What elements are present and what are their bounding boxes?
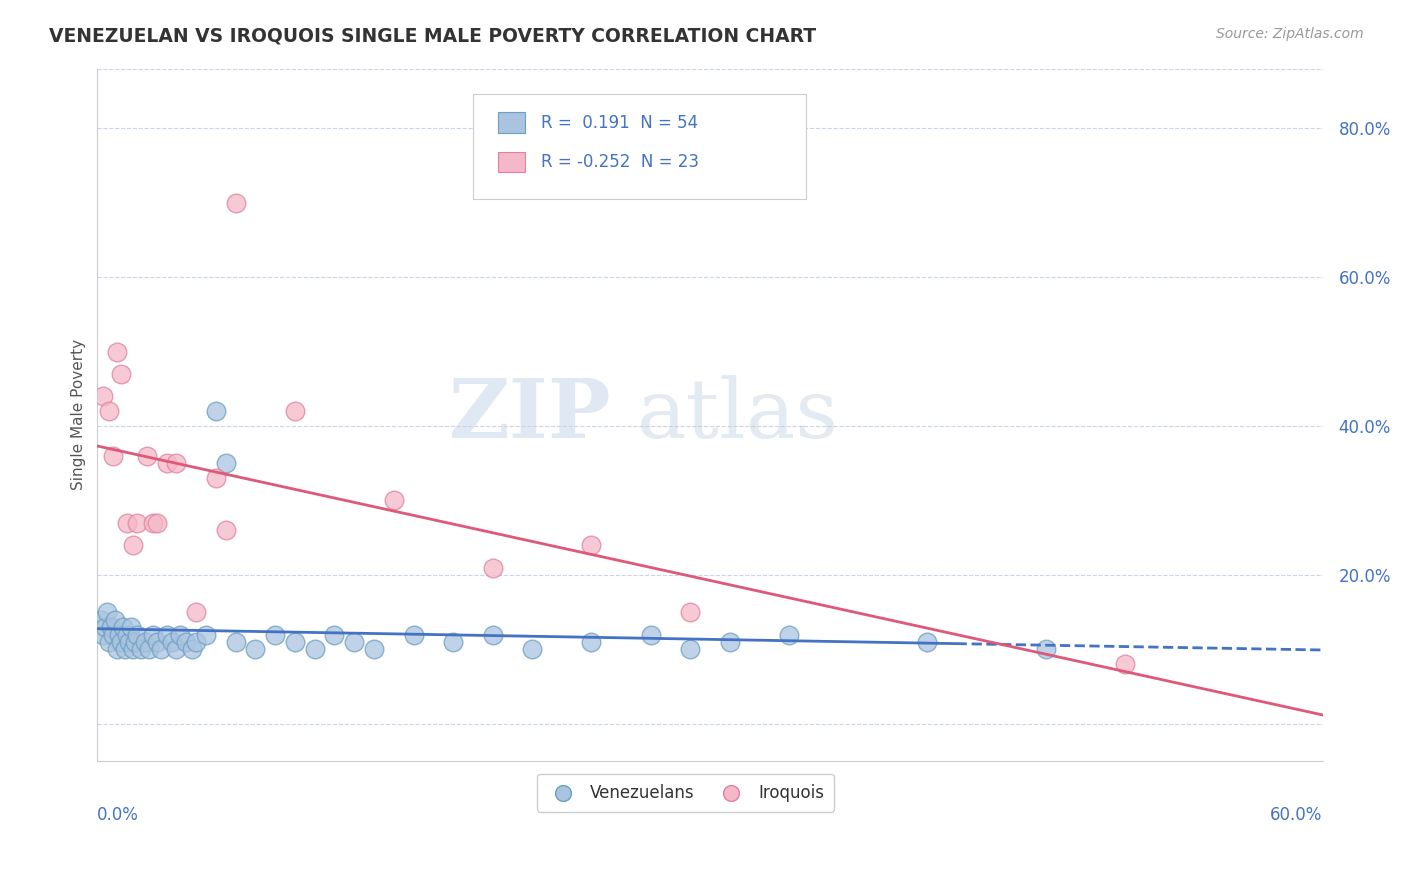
Point bbox=[134, 635, 156, 649]
Point bbox=[101, 449, 124, 463]
Text: 60.0%: 60.0% bbox=[1270, 805, 1323, 824]
Point bbox=[225, 195, 247, 210]
Point bbox=[125, 627, 148, 641]
Point bbox=[98, 635, 121, 649]
Point bbox=[145, 635, 167, 649]
Point bbox=[138, 642, 160, 657]
Point bbox=[162, 635, 184, 649]
Point bbox=[581, 538, 603, 552]
Point bbox=[118, 635, 141, 649]
Point bbox=[124, 635, 146, 649]
Point bbox=[382, 493, 405, 508]
Point bbox=[640, 627, 662, 641]
Point bbox=[679, 605, 702, 619]
Point bbox=[186, 605, 208, 619]
Point bbox=[165, 456, 187, 470]
Text: VENEZUELAN VS IROQUOIS SINGLE MALE POVERTY CORRELATION CHART: VENEZUELAN VS IROQUOIS SINGLE MALE POVER… bbox=[49, 27, 817, 45]
Point bbox=[155, 627, 177, 641]
Point bbox=[205, 404, 228, 418]
Point bbox=[778, 627, 800, 641]
Point bbox=[94, 620, 117, 634]
Point bbox=[245, 642, 267, 657]
Point bbox=[343, 635, 366, 649]
Point bbox=[104, 613, 127, 627]
Point bbox=[120, 620, 142, 634]
Point bbox=[205, 471, 228, 485]
Text: ZIP: ZIP bbox=[450, 375, 612, 455]
Point bbox=[101, 627, 124, 641]
Point bbox=[98, 404, 121, 418]
Point bbox=[284, 635, 307, 649]
Point bbox=[481, 627, 503, 641]
Text: R = -0.252  N = 23: R = -0.252 N = 23 bbox=[541, 153, 699, 171]
Point bbox=[125, 516, 148, 530]
Point bbox=[91, 627, 114, 641]
Point bbox=[181, 642, 204, 657]
Point bbox=[96, 605, 118, 619]
Point bbox=[174, 635, 197, 649]
Point bbox=[1114, 657, 1136, 672]
Point bbox=[441, 635, 464, 649]
Point bbox=[110, 367, 132, 381]
Text: Source: ZipAtlas.com: Source: ZipAtlas.com bbox=[1216, 27, 1364, 41]
Point bbox=[122, 642, 145, 657]
Point bbox=[481, 560, 503, 574]
Point bbox=[165, 642, 187, 657]
Point bbox=[112, 620, 135, 634]
Point bbox=[100, 620, 122, 634]
Point bbox=[195, 627, 218, 641]
FancyBboxPatch shape bbox=[474, 95, 806, 199]
Point bbox=[108, 627, 131, 641]
Legend: Venezuelans, Iroquois: Venezuelans, Iroquois bbox=[537, 773, 834, 812]
Point bbox=[105, 642, 128, 657]
Point bbox=[215, 523, 238, 537]
Point bbox=[115, 516, 138, 530]
Y-axis label: Single Male Poverty: Single Male Poverty bbox=[72, 339, 86, 491]
Point bbox=[122, 538, 145, 552]
Point bbox=[169, 627, 191, 641]
Point bbox=[1035, 642, 1057, 657]
Point bbox=[304, 642, 326, 657]
Point bbox=[155, 456, 177, 470]
Text: R =  0.191  N = 54: R = 0.191 N = 54 bbox=[541, 113, 697, 131]
Point bbox=[215, 456, 238, 470]
Point bbox=[581, 635, 603, 649]
Point bbox=[114, 642, 136, 657]
Point bbox=[718, 635, 741, 649]
Point bbox=[115, 627, 138, 641]
Point bbox=[142, 516, 165, 530]
Point bbox=[91, 389, 114, 403]
Point bbox=[225, 635, 247, 649]
Point bbox=[264, 627, 287, 641]
Text: 0.0%: 0.0% bbox=[97, 805, 139, 824]
Text: atlas: atlas bbox=[637, 375, 838, 455]
Point bbox=[402, 627, 425, 641]
Point bbox=[129, 642, 152, 657]
Point bbox=[110, 635, 132, 649]
Point bbox=[90, 613, 112, 627]
Point bbox=[149, 642, 172, 657]
Point bbox=[186, 635, 208, 649]
Point bbox=[284, 404, 307, 418]
Point bbox=[105, 344, 128, 359]
Point bbox=[917, 635, 939, 649]
Point bbox=[520, 642, 543, 657]
Point bbox=[323, 627, 346, 641]
Point bbox=[363, 642, 385, 657]
FancyBboxPatch shape bbox=[498, 112, 524, 133]
Point bbox=[145, 516, 167, 530]
Point bbox=[679, 642, 702, 657]
FancyBboxPatch shape bbox=[498, 152, 524, 172]
Point bbox=[135, 449, 157, 463]
Point bbox=[142, 627, 165, 641]
